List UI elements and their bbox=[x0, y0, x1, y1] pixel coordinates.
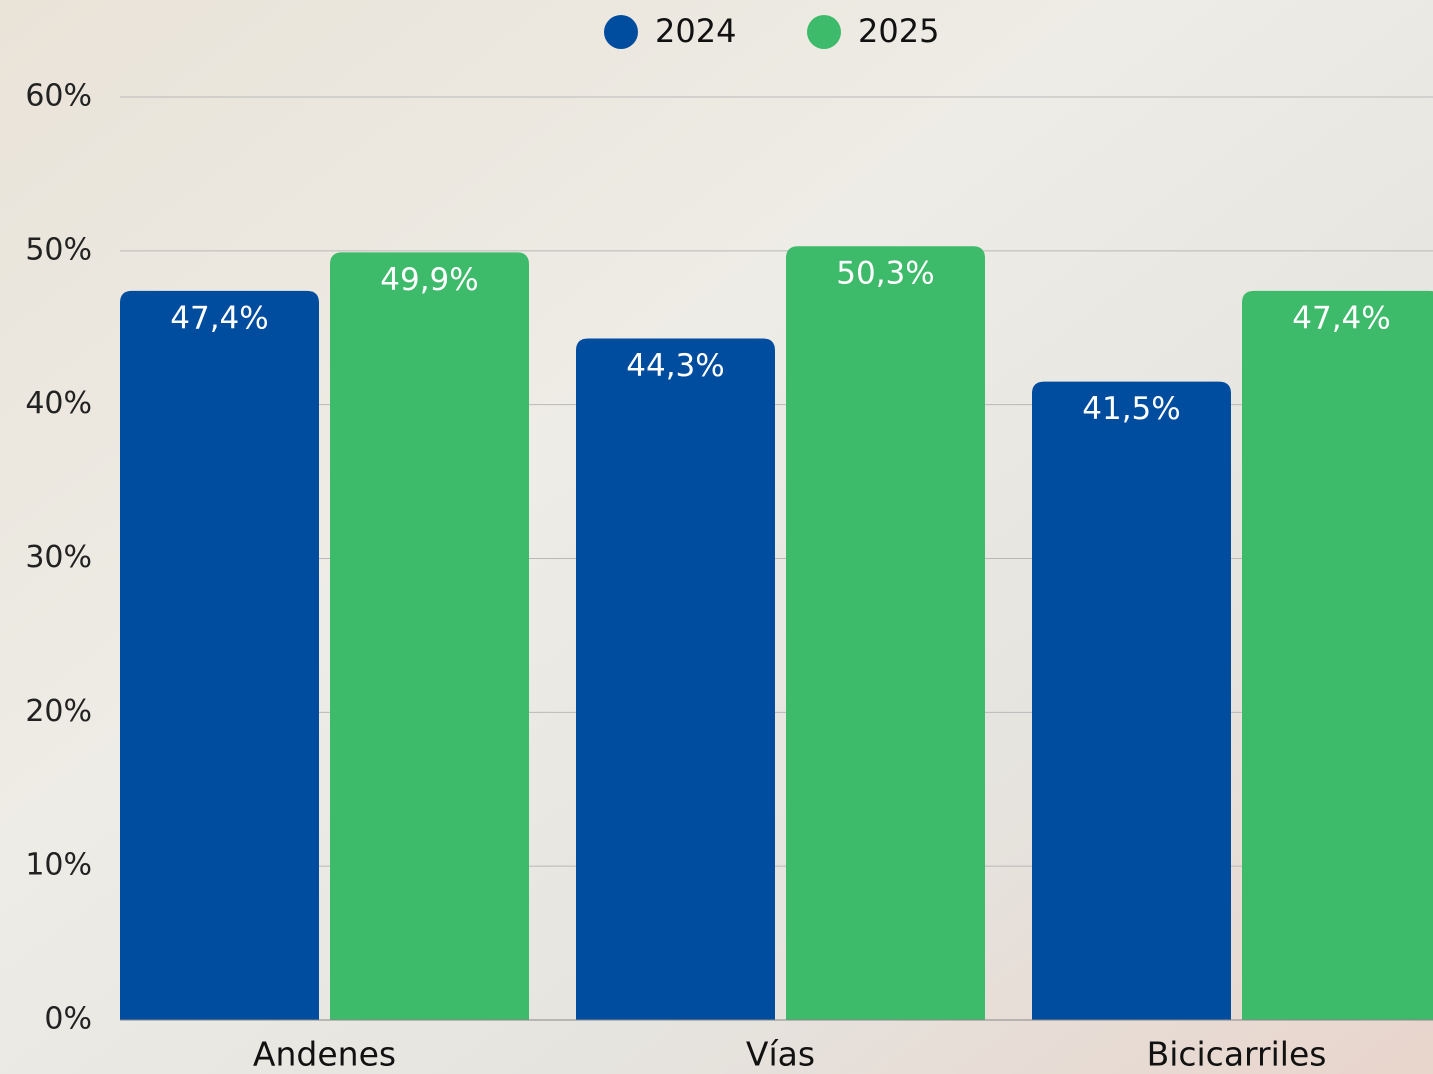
y-tick-label: 60% bbox=[25, 79, 92, 114]
x-tick-label: Bicicarriles bbox=[1147, 1035, 1327, 1074]
value-label: 50,3% bbox=[836, 256, 934, 292]
legend-marker bbox=[807, 15, 841, 49]
value-label: 47,4% bbox=[1292, 300, 1390, 336]
legend-label: 2025 bbox=[858, 12, 939, 50]
bar bbox=[330, 252, 529, 1020]
bar bbox=[1242, 291, 1433, 1020]
value-label: 41,5% bbox=[1082, 391, 1180, 427]
y-tick-label: 20% bbox=[25, 694, 92, 729]
chart: 0% 10% 20% 30% 40% 50% 60% 2024 2025 Andenes 47,4%… bbox=[0, 0, 1433, 1074]
y-tick-label: 10% bbox=[25, 848, 92, 883]
y-tick-label: 40% bbox=[25, 386, 92, 421]
value-label: 44,3% bbox=[626, 348, 724, 384]
bar bbox=[786, 246, 985, 1020]
legend-marker bbox=[604, 15, 638, 49]
bar bbox=[1032, 382, 1231, 1020]
value-label: 47,4% bbox=[170, 300, 268, 336]
value-label: 49,9% bbox=[380, 262, 478, 298]
y-tick-label: 30% bbox=[25, 540, 92, 575]
bar bbox=[120, 291, 319, 1020]
y-tick-label: 0% bbox=[44, 1002, 92, 1037]
x-tick-label: Andenes bbox=[253, 1035, 396, 1074]
bar bbox=[576, 339, 775, 1020]
legend-label: 2024 bbox=[655, 12, 736, 50]
y-tick-label: 50% bbox=[25, 232, 92, 267]
page: {"chart_data": {"type": "bar", "categori… bbox=[0, 0, 1433, 1074]
x-tick-label: Vías bbox=[746, 1035, 815, 1074]
